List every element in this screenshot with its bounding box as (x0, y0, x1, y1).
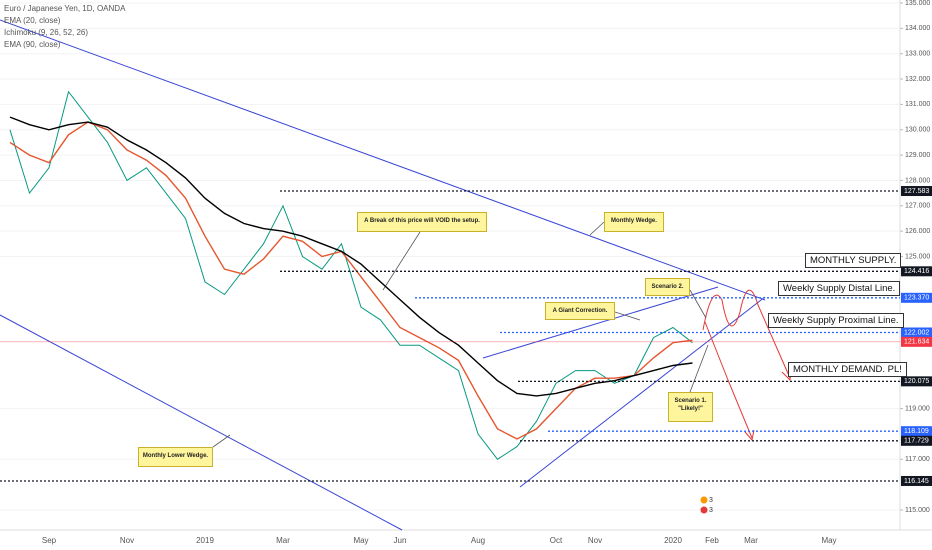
x-tick-label: 2019 (196, 536, 214, 545)
annotation-callout: Monthly Lower Wedge. (138, 447, 213, 467)
y-tick-label: 126.000 (905, 228, 930, 235)
x-tick-label: Jun (394, 536, 407, 545)
callout-pointers (212, 221, 709, 448)
series-line (9, 90, 693, 460)
annotation-callout: Scenario 1. "Likely!" (668, 392, 713, 422)
series-line (9, 116, 693, 397)
price-label-bg (901, 376, 932, 387)
y-tick-label: 133.000 (905, 51, 930, 58)
y-tick-label: 134.000 (905, 25, 930, 32)
price-label-bg (901, 327, 932, 338)
zone-label: Weekly Supply Distal Line. (778, 281, 901, 296)
series-line (9, 121, 693, 440)
price-label-bg (901, 186, 932, 197)
x-tick-label: 2020 (664, 536, 682, 545)
zone-label: MONTHLY DEMAND. PL! (788, 362, 907, 377)
price-label-bg (901, 266, 932, 277)
scenario-paths (702, 289, 792, 442)
pointer (689, 344, 709, 393)
y-tick-label: 132.000 (905, 76, 930, 83)
price-label: 117.729 (904, 438, 929, 445)
zone-label: Weekly Supply Proximal Line. (768, 313, 904, 328)
price-label: 116.145 (904, 478, 929, 485)
pointer (589, 221, 605, 236)
annotation-callout: Monthly Wedge. (604, 212, 664, 232)
symbol-title: Euro / Japanese Yen, 1D, OANDA (4, 4, 126, 13)
x-tick-label: Feb (705, 536, 719, 545)
x-tick-label: May (353, 536, 368, 545)
scenario-1-path (704, 321, 753, 439)
y-tick-label: 117.000 (905, 456, 930, 463)
event-badge (700, 496, 708, 504)
trend-lines (0, 19, 766, 531)
event-badge (700, 506, 708, 514)
pointer (212, 434, 231, 448)
channel-upper-line (482, 286, 719, 359)
x-tick-label: Aug (471, 536, 485, 545)
indicator-label: EMA (20, close) (4, 16, 61, 25)
event-count: 3 (709, 497, 713, 504)
x-tick-label: Nov (120, 536, 134, 545)
y-tick-label: 127.000 (905, 203, 930, 210)
x-tick-label: Sep (42, 536, 57, 545)
price-label-bg (901, 435, 932, 446)
y-tick-label: 128.000 (905, 177, 930, 184)
event-count: 3 (709, 507, 713, 514)
price-label: 121.634 (904, 339, 929, 346)
annotation-callout: Scenario 2. (645, 278, 690, 296)
pointer (689, 289, 707, 319)
indicator-label: EMA (90, close) (4, 40, 61, 49)
annotation-callout: A Break of this price will VOID the setu… (357, 212, 487, 232)
x-tick-label: Mar (744, 536, 758, 545)
arrow-head (744, 429, 755, 442)
x-tick-label: Oct (550, 536, 563, 545)
price-label-bg (901, 475, 932, 486)
price-label: 127.583 (904, 188, 929, 195)
price-label-bg (901, 292, 932, 303)
y-tick-label: 130.000 (905, 127, 930, 134)
price-label: 123.370 (904, 295, 929, 302)
y-tick-label: 119.000 (905, 405, 930, 412)
price-label: 124.416 (904, 268, 929, 275)
monthly-wedge-line (0, 19, 766, 301)
x-tick-label: Nov (588, 536, 602, 545)
annotation-callout: A Giant Correction. (545, 302, 615, 320)
price-label: 122.002 (904, 329, 929, 336)
x-tick-label: May (821, 536, 836, 545)
price-label: 120.075 (904, 378, 929, 385)
price-label: 118.109 (904, 428, 929, 435)
lower-wedge-line (0, 314, 403, 531)
price-label-bg (901, 426, 932, 437)
price-label-bg (901, 336, 932, 347)
x-tick-label: Mar (276, 536, 290, 545)
y-tick-label: 125.000 (905, 253, 930, 260)
pointer (382, 231, 421, 291)
scenario-2-path (702, 289, 791, 379)
y-tick-label: 135.000 (905, 0, 930, 7)
zone-label: MONTHLY SUPPLY. (805, 253, 902, 268)
indicator-label: Ichimoku (9, 26, 52, 26) (4, 28, 89, 37)
y-tick-label: 131.000 (905, 101, 930, 108)
y-tick-label: 129.000 (905, 152, 930, 159)
pointer (614, 311, 641, 321)
channel-lower-line (519, 296, 766, 488)
y-tick-label: 115.000 (905, 507, 930, 514)
